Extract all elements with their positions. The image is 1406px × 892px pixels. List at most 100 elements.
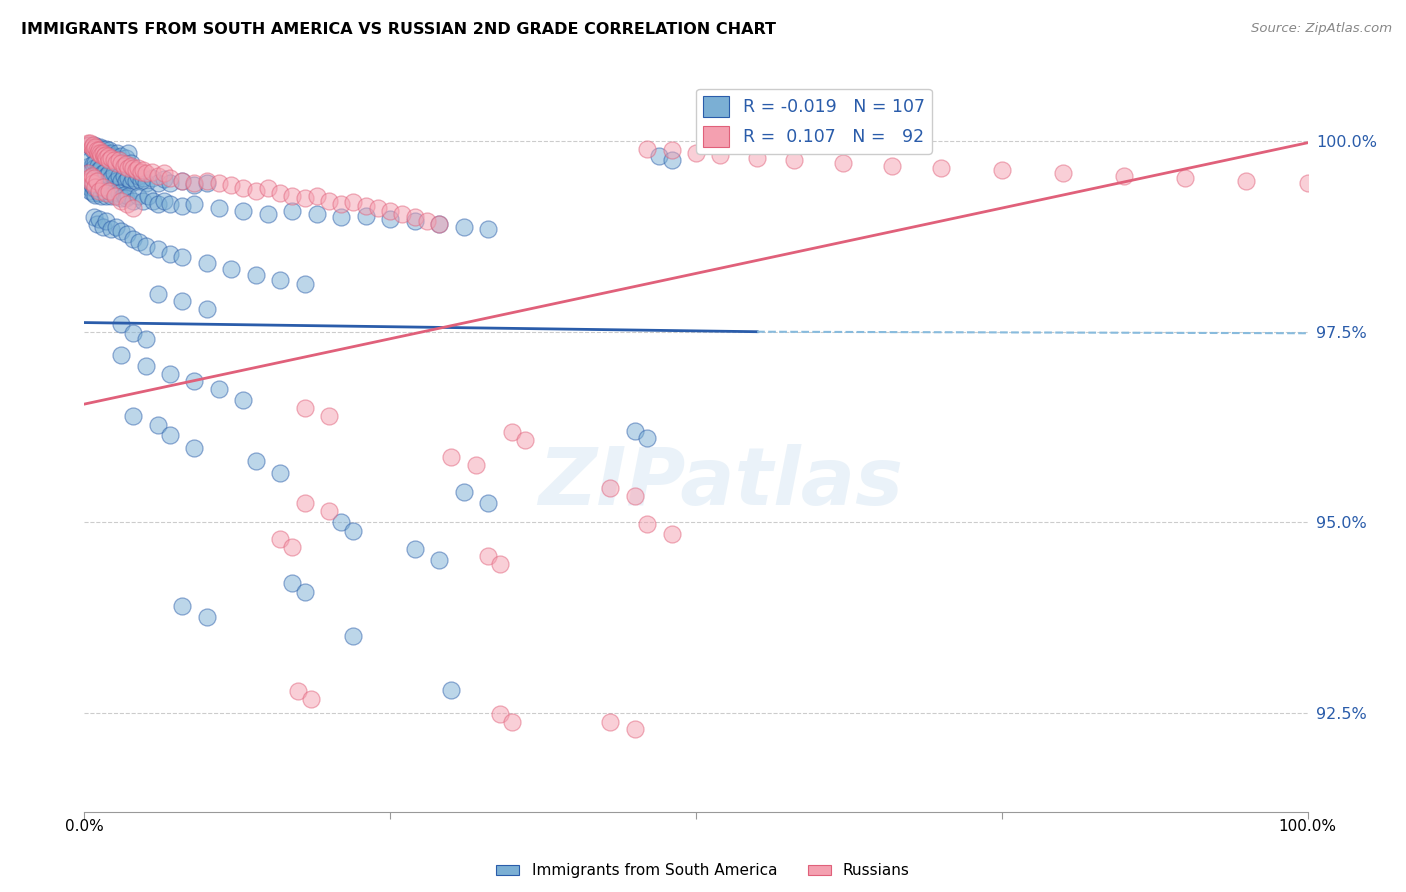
Point <box>294 277 316 292</box>
Point <box>183 196 205 211</box>
Point <box>80 169 103 183</box>
Point <box>477 496 499 510</box>
Point <box>183 176 205 190</box>
Point <box>132 170 155 185</box>
Point <box>79 136 101 150</box>
Point <box>132 163 155 178</box>
Point <box>100 145 122 160</box>
Point <box>453 219 475 234</box>
Point <box>709 148 731 162</box>
Point <box>159 196 181 211</box>
Point <box>101 153 124 168</box>
Point <box>93 170 115 185</box>
Point <box>287 684 309 698</box>
Point <box>86 174 108 188</box>
Point <box>129 174 152 188</box>
Point <box>96 189 118 203</box>
Point <box>122 326 145 341</box>
Point <box>110 194 132 208</box>
Text: 100.0%: 100.0% <box>1278 819 1337 834</box>
Point <box>112 155 135 169</box>
Point <box>219 178 242 193</box>
Point <box>82 157 104 171</box>
Point <box>440 450 463 465</box>
Point <box>105 189 128 203</box>
Point <box>1052 166 1074 180</box>
Point <box>79 153 101 168</box>
Point <box>91 180 114 194</box>
Point <box>269 532 291 546</box>
Point <box>440 682 463 697</box>
Point <box>77 166 100 180</box>
Point <box>117 145 139 160</box>
Point <box>91 219 114 234</box>
Point <box>661 153 683 168</box>
Point <box>84 140 107 154</box>
Point <box>100 189 122 203</box>
Point <box>636 431 658 445</box>
Point <box>380 211 402 226</box>
Point <box>87 159 110 173</box>
Point <box>269 273 291 287</box>
Point <box>97 144 120 158</box>
Point <box>135 176 157 190</box>
Point <box>125 163 148 178</box>
Point <box>86 144 108 158</box>
Point <box>122 202 145 216</box>
Point <box>96 214 118 228</box>
Point <box>354 209 377 223</box>
Point <box>281 540 304 554</box>
Point <box>83 138 105 153</box>
Point <box>127 169 149 183</box>
Point <box>195 610 218 624</box>
Point <box>86 165 108 179</box>
Point <box>107 169 129 183</box>
Point <box>83 211 105 225</box>
Text: ZIPatlas: ZIPatlas <box>538 443 903 522</box>
Point <box>624 489 647 503</box>
Point <box>77 180 100 194</box>
Point <box>342 195 364 210</box>
Point <box>122 170 145 185</box>
Point <box>83 181 105 195</box>
Point <box>103 153 125 168</box>
Point <box>599 714 621 729</box>
Point <box>146 176 169 190</box>
Point <box>747 151 769 165</box>
Point <box>132 194 155 208</box>
Point <box>107 153 129 168</box>
Point <box>380 204 402 219</box>
Point <box>153 166 176 180</box>
Point <box>90 148 112 162</box>
Point <box>89 145 111 160</box>
Point <box>97 184 120 198</box>
Point <box>172 294 194 309</box>
Point <box>115 151 138 165</box>
Point <box>831 155 853 169</box>
Point <box>82 144 104 158</box>
Point <box>93 149 115 163</box>
Point <box>91 166 114 180</box>
Point <box>257 181 280 195</box>
Text: IMMIGRANTS FROM SOUTH AMERICA VS RUSSIAN 2ND GRADE CORRELATION CHART: IMMIGRANTS FROM SOUTH AMERICA VS RUSSIAN… <box>21 22 776 37</box>
Point <box>96 151 118 165</box>
Point <box>93 145 115 160</box>
Point <box>91 142 114 156</box>
Point <box>513 433 536 447</box>
Point <box>110 149 132 163</box>
Point <box>232 204 254 219</box>
Point <box>416 214 439 228</box>
Point <box>89 140 111 154</box>
Point <box>97 184 120 198</box>
Point <box>257 206 280 220</box>
Point <box>105 155 128 169</box>
Point <box>685 145 707 160</box>
Point <box>110 348 132 362</box>
Point <box>97 148 120 162</box>
Point <box>100 151 122 165</box>
Point <box>318 409 340 423</box>
Point <box>87 144 110 158</box>
Point <box>103 186 125 200</box>
Point <box>142 194 165 208</box>
Point <box>128 235 150 249</box>
